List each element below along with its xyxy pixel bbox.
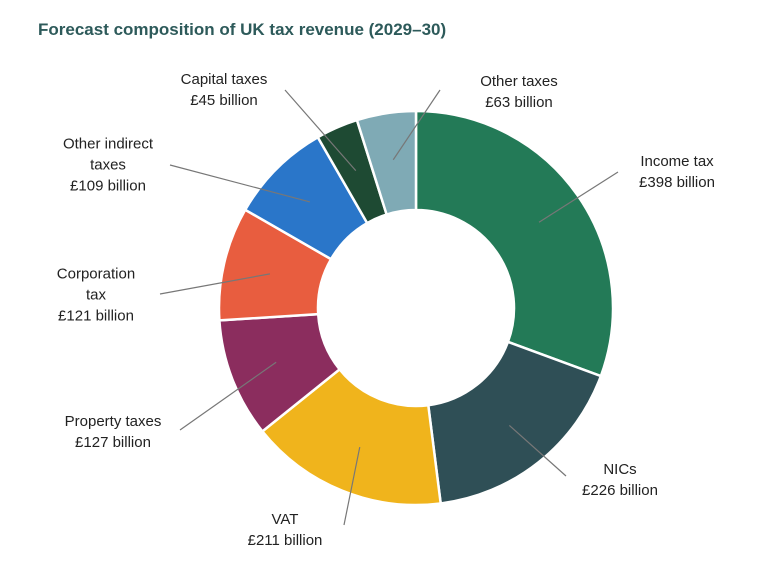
value-label: £226 billion [582,482,658,499]
value-label: £398 billion [639,174,715,191]
leader-line [392,89,441,161]
leader-line [284,89,357,172]
category-label: Other taxes [480,73,558,90]
leader-line [508,424,567,477]
value-label: £121 billion [58,307,134,325]
slice-label: Income tax £398 billion [622,151,732,193]
slice-label: Corporation tax £121 billion [46,264,146,327]
value-label: £211 billion [247,532,323,549]
donut-segment [355,109,418,217]
category-label: Property taxes [64,413,162,430]
leader-line [538,171,619,223]
value-label: £45 billion [190,92,258,109]
value-label: £109 billion [70,177,146,195]
leader-line [343,446,361,526]
slice-label: VAT £211 billion [230,509,340,551]
leader-line [169,164,311,203]
value-label: £63 billion [485,94,553,111]
leader-line [159,273,271,295]
category-label: VAT [271,511,299,528]
slice-label: NICs £226 billion [565,459,675,501]
chart-title: Forecast composition of UK tax revenue (… [38,20,447,39]
category-label: Income tax [640,153,714,170]
slice-label: Other indirect taxes £109 billion [43,134,173,197]
donut-segment [414,109,615,378]
value-label: £127 billion [75,434,151,451]
slice-label: Other taxes £63 billion [459,71,579,113]
donut-segment [426,340,603,505]
category-label: Other indirect taxes [62,135,154,174]
donut-segment [260,367,443,507]
category-label: Corporation tax [56,265,136,304]
slice-label: Capital taxes £45 billion [164,69,284,111]
slice-label: Property taxes £127 billion [43,411,183,453]
category-label: NICs [603,461,637,478]
category-label: Capital taxes [180,71,268,88]
leader-line [179,361,277,431]
